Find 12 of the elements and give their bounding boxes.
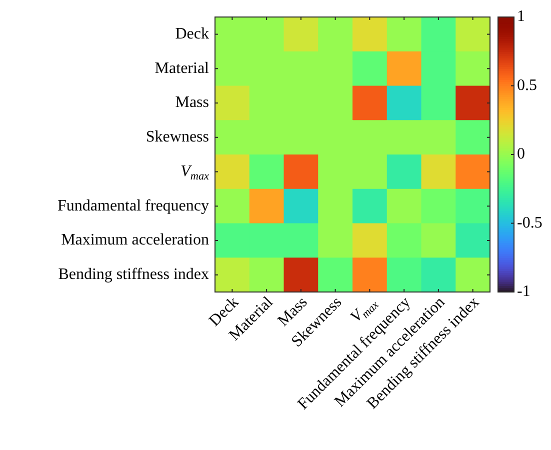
- color-bar-label: 1: [517, 8, 525, 26]
- color-bar-label: 0: [517, 146, 525, 163]
- y-tick-label: Mass: [175, 94, 209, 112]
- y-tick-label: Fundamental frequency: [58, 197, 209, 214]
- y-tick-label: Maximum acceleration: [61, 232, 209, 249]
- y-tick-label: Skewness: [146, 128, 209, 146]
- color-bar-label: -1: [517, 283, 530, 300]
- color-bar-label: 0.5: [517, 76, 537, 94]
- y-tick-label: Deck: [175, 25, 210, 42]
- color-bar-label: -0.5: [517, 214, 542, 232]
- y-tick-label: Bending stiffness index: [58, 266, 210, 284]
- y-tick-label: Material: [154, 60, 210, 77]
